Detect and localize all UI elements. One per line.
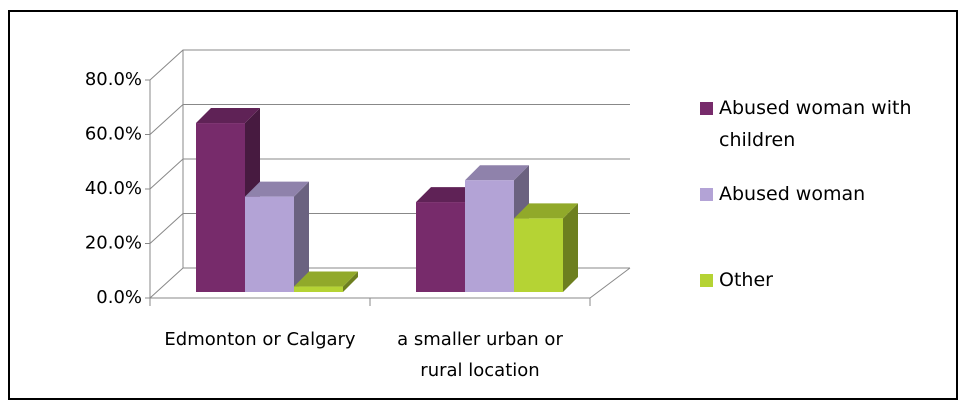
bar-top: [196, 108, 260, 124]
legend-swatch: [700, 188, 713, 201]
bar-front: [416, 202, 465, 292]
y-tick-label: 80.0%: [85, 69, 142, 90]
bar-front: [294, 286, 343, 292]
y-tick-label: 0.0%: [96, 287, 142, 308]
bar-top: [294, 271, 358, 287]
legend-label: Abused woman with children: [719, 97, 912, 151]
legend-swatch: [700, 274, 713, 287]
legend-swatch: [700, 102, 713, 115]
bar-top: [245, 181, 309, 197]
bar-top: [416, 187, 480, 203]
bar-top: [465, 165, 529, 181]
bar: [294, 271, 358, 292]
legend-item: Other: [700, 264, 960, 296]
y-tick-label: 60.0%: [85, 124, 142, 145]
legend-label: Abused woman: [719, 183, 866, 205]
grid-line: [149, 104, 630, 135]
y-tick-label: 20.0%: [85, 233, 142, 254]
bar-front: [514, 218, 563, 292]
chart-frame: [8, 10, 958, 400]
bar: [514, 203, 578, 292]
x-tick-label: a smaller urban or rural location: [397, 329, 563, 381]
bar-front: [196, 123, 245, 292]
y-tick-label: 40.0%: [85, 178, 142, 199]
bar-side: [563, 203, 578, 292]
bar-side: [294, 181, 309, 292]
bar-front: [245, 196, 294, 292]
legend-item: Abused woman: [700, 178, 960, 210]
grid-line: [149, 158, 630, 190]
bar: [245, 181, 309, 292]
legend-item: Abused woman with children: [700, 92, 960, 156]
bar-top: [514, 203, 578, 219]
grid-line: [149, 49, 630, 81]
bar-front: [465, 180, 514, 292]
bar-side: [343, 271, 358, 292]
legend-label: Other: [719, 269, 773, 291]
x-tick-label: Edmonton or Calgary: [164, 329, 356, 350]
